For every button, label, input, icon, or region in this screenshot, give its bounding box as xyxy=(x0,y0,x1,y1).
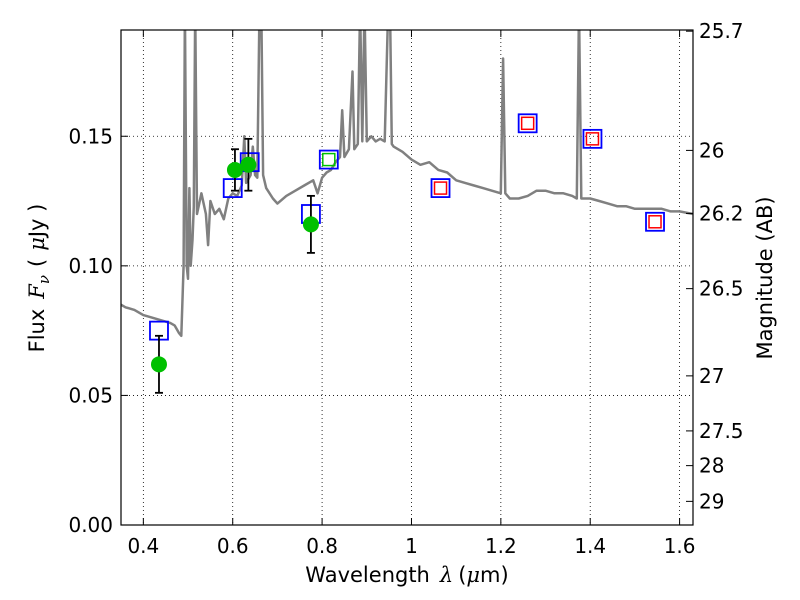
y-axis-label-symbol: F xyxy=(25,283,49,300)
observed-flux-point xyxy=(302,216,319,233)
x-axis-label-text: Wavelength xyxy=(305,563,430,587)
x-axis-label-symbol: λ xyxy=(439,563,453,587)
x-tick-label: 1.6 xyxy=(664,534,696,558)
x-axis-label-units-mu: μ xyxy=(466,563,480,587)
inner-red-square xyxy=(520,116,535,131)
x-tick-label: 1 xyxy=(405,534,418,558)
y-tick-label: 0.15 xyxy=(68,124,113,148)
y2-tick-label: 27 xyxy=(699,364,724,388)
model-photometry-box xyxy=(517,113,538,134)
y2-tick-label: 26.2 xyxy=(699,201,744,225)
inner-red-square xyxy=(433,181,448,195)
plot-frame xyxy=(120,29,694,526)
x-axis-label: Wavelength λ (μm) xyxy=(305,563,508,587)
x-tick-label: 1.2 xyxy=(485,534,517,558)
y2-tick-label: 25.7 xyxy=(699,19,744,43)
x-tick-label: 0.6 xyxy=(217,534,249,558)
inner-red-square xyxy=(648,215,662,229)
y2-tick-label: 29 xyxy=(699,489,724,513)
y-axis-label-units-rest: Jy ) xyxy=(25,204,49,240)
y-axis-label-subscript: ν xyxy=(35,275,53,284)
y-axis-label-units-mu: μ xyxy=(25,237,49,251)
observed-flux-point xyxy=(226,161,243,178)
model-photometry-box xyxy=(430,178,451,198)
y2-tick-label: 26.5 xyxy=(699,277,744,301)
x-tick-label: 1.4 xyxy=(574,534,606,558)
y-axis-label-units-open: ( xyxy=(25,259,49,267)
right-axis-label: Magnitude (AB) xyxy=(753,196,777,359)
observed-flux-point xyxy=(150,356,167,373)
x-axis-label-units-rest: m) xyxy=(480,563,509,587)
observed-flux-point xyxy=(240,156,257,173)
inner-green-square xyxy=(322,152,336,167)
y-tick-label: 0.00 xyxy=(68,513,113,537)
y2-tick-label: 26 xyxy=(699,138,724,162)
y-tick-label: 0.05 xyxy=(68,383,113,407)
model-photometry-box xyxy=(222,178,243,198)
axis-ticks: 0.4 0.6 0.8 1 1.2 1.4 1.6 0.00 0.05 0.10 0.15 25.7 2… xyxy=(68,19,743,558)
model-photometry-box xyxy=(645,211,665,232)
x-axis-label-units-open: ( xyxy=(458,563,466,587)
y-tick-label: 0.10 xyxy=(68,254,113,278)
x-tick-label: 0.4 xyxy=(127,534,159,558)
model-photometry-box xyxy=(582,128,603,149)
y2-tick-label: 28 xyxy=(699,454,724,478)
photometry-markers xyxy=(149,113,665,394)
inner-red-square xyxy=(585,132,600,146)
model-photometry-box xyxy=(318,149,339,170)
x-tick-label: 0.8 xyxy=(306,534,338,558)
y2-tick-label: 27.5 xyxy=(699,419,744,443)
y-axis-label-text: Flux xyxy=(25,309,49,353)
model-spectrum-line xyxy=(121,30,693,338)
y-axis-label: Flux Fν ( μJy ) xyxy=(25,204,53,353)
model-spectrum-layer xyxy=(121,30,693,338)
